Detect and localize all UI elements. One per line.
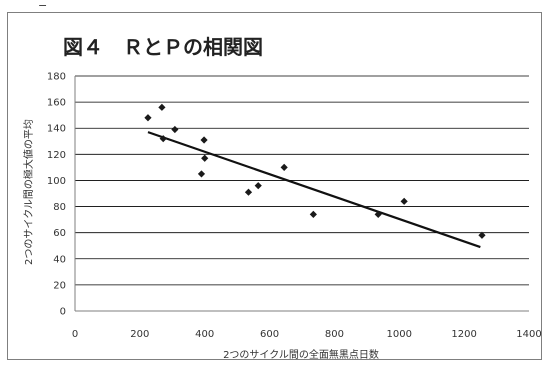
data-point bbox=[171, 125, 179, 134]
x-tick-label: 0 bbox=[72, 329, 78, 340]
x-tick-label: 600 bbox=[260, 329, 279, 340]
data-points bbox=[144, 103, 486, 239]
x-axis-title: 2つのサイクル間の全面無黒点日数 bbox=[223, 348, 379, 361]
data-point bbox=[254, 182, 262, 190]
y-tick-label: 20 bbox=[53, 280, 66, 291]
trendline-layer bbox=[147, 131, 481, 249]
data-point bbox=[144, 114, 152, 122]
y-tick-label: 120 bbox=[47, 150, 66, 161]
chart-frame bbox=[7, 12, 542, 360]
data-point bbox=[201, 154, 209, 162]
data-point bbox=[374, 210, 382, 218]
grid-lines bbox=[75, 75, 529, 286]
x-tick-label: 800 bbox=[325, 329, 344, 340]
chart-title: 図４ ＲとＰの相関図 bbox=[63, 35, 263, 59]
x-tick-label: 400 bbox=[195, 329, 214, 340]
y-tick-label: 60 bbox=[53, 228, 66, 239]
data-point bbox=[478, 231, 486, 239]
y-tick-label: 140 bbox=[47, 124, 66, 135]
y-tick-label: 0 bbox=[60, 307, 66, 318]
data-point bbox=[280, 163, 288, 171]
data-point bbox=[309, 210, 317, 218]
y-tick-label: 180 bbox=[47, 72, 66, 83]
x-tick-label: 1000 bbox=[387, 329, 412, 340]
data-point bbox=[400, 197, 408, 205]
y-tick-labels: 0 20 40 60 80 100 120 140 160 180 bbox=[47, 72, 66, 318]
y-tick-label: 160 bbox=[47, 98, 66, 109]
data-point bbox=[244, 188, 253, 196]
y-tick-label: 80 bbox=[53, 202, 66, 213]
data-point bbox=[159, 135, 167, 143]
y-tick-label: 40 bbox=[53, 254, 66, 265]
y-axis-title: 2つのサイクル間の極大値の平均 bbox=[22, 119, 35, 265]
data-point bbox=[200, 136, 208, 144]
x-tick-label: 1400 bbox=[516, 329, 541, 340]
corner-mark: − bbox=[38, 0, 48, 12]
x-tick-label: 1200 bbox=[451, 329, 476, 340]
axes bbox=[74, 76, 529, 312]
x-tick-labels: 0 200 400 600 800 1000 1200 1400 bbox=[72, 329, 542, 340]
data-point bbox=[197, 170, 206, 178]
data-point bbox=[158, 103, 166, 111]
x-tick-label: 200 bbox=[130, 329, 149, 340]
y-tick-label: 100 bbox=[47, 176, 66, 187]
trendline bbox=[147, 131, 481, 249]
